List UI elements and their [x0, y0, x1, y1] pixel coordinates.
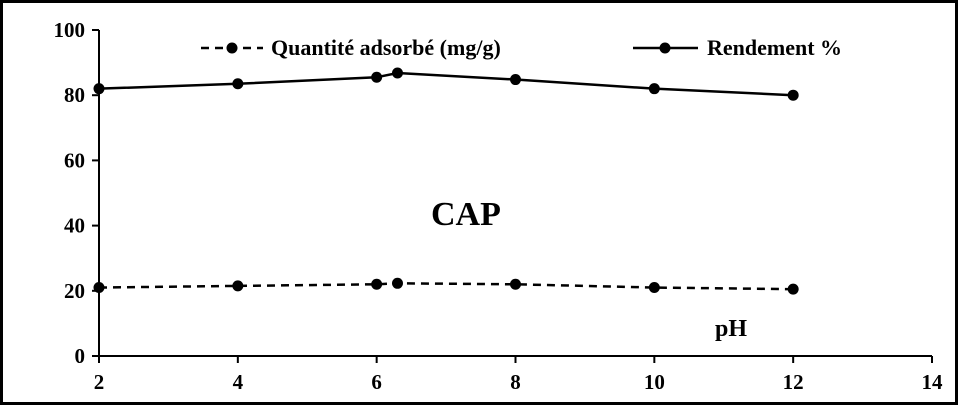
series-line-0 [98, 282, 794, 291]
x-tick-label: 14 [922, 370, 944, 394]
y-tick-label: 100 [54, 18, 86, 42]
ticks: 0 20 40 60 80 100 2 4 6 8 10 12 14 [54, 18, 944, 394]
series-1-point [648, 83, 660, 95]
legend-label-series-1: Rendement % [707, 35, 842, 60]
series-0-point [371, 278, 383, 290]
x-tick-label: 8 [510, 370, 521, 394]
series-1-point [787, 89, 799, 101]
legend-marker-series-0 [226, 42, 238, 54]
series-layer [93, 67, 799, 295]
series-line-1 [98, 71, 794, 97]
x-tick-label: 10 [644, 370, 665, 394]
legend: Quantité adsorbé (mg/g) Rendement % [201, 35, 842, 60]
series-0-point [391, 277, 403, 289]
y-tick-label: 60 [64, 148, 85, 172]
y-tick-label: 20 [64, 279, 85, 303]
chart-annotation-cap: CAP [431, 196, 501, 233]
series-0-point [510, 278, 521, 290]
x-tick-label: 4 [233, 370, 244, 394]
x-tick-label: 2 [94, 370, 105, 394]
x-tick-label: 6 [371, 370, 382, 394]
series-1-point [371, 71, 383, 83]
series-0-point [232, 280, 244, 292]
x-tick-label: 12 [783, 370, 804, 394]
line-chart: 0 20 40 60 80 100 2 4 6 8 10 12 14 Quantité adsorbé … [54, 18, 944, 394]
y-tick-label: 40 [64, 214, 85, 238]
x-axis-label: pH [715, 316, 747, 342]
series-0-point [648, 282, 660, 294]
series-0-point [787, 283, 799, 295]
y-tick-label: 0 [75, 344, 86, 368]
series-1-point [232, 78, 244, 90]
legend-marker-series-1 [659, 42, 671, 54]
y-tick-label: 80 [64, 83, 85, 107]
legend-label-series-0: Quantité adsorbé (mg/g) [271, 35, 501, 60]
series-1-point [510, 74, 521, 86]
series-1-point [93, 83, 105, 95]
series-0-point [93, 282, 105, 294]
series-1-point [391, 67, 403, 79]
